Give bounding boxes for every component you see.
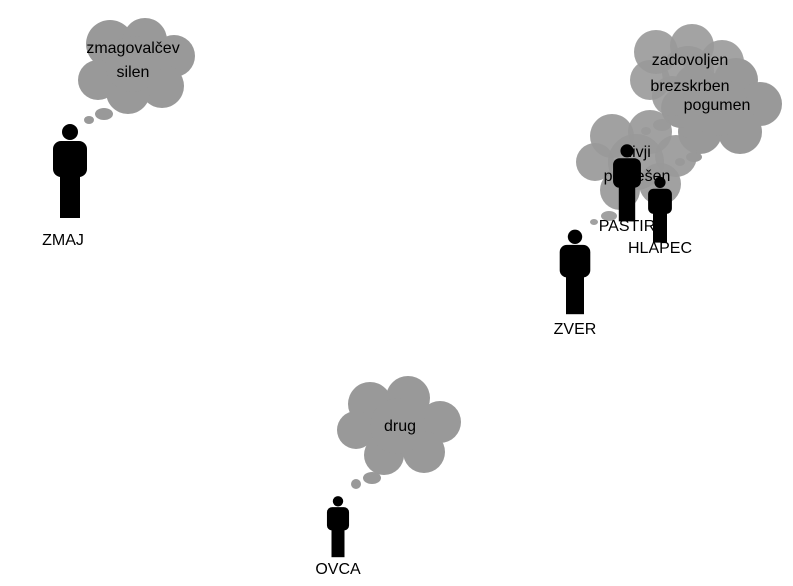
thought-cloud-ovca	[337, 376, 461, 489]
zmaj-figure-icon[interactable]	[53, 124, 87, 218]
thought-hlapec-1: zadovoljen	[652, 52, 729, 69]
thought-zmaj-2: silen	[117, 64, 150, 81]
thought-hlapec-2: brezskrben	[650, 78, 729, 95]
character-label-ovca: OVCA	[315, 561, 361, 578]
character-label-hlapec: HLAPEC	[628, 240, 692, 257]
character-label-pastir: PASTIR	[599, 218, 656, 235]
thought-ovca-1: drug	[384, 418, 416, 435]
ovca-figure-icon[interactable]	[326, 496, 350, 558]
zver-figure-icon[interactable]	[559, 229, 591, 315]
thought-hlapec-3: pogumen	[684, 97, 751, 114]
character-label-zmaj: ZMAJ	[42, 232, 84, 249]
character-label-zver: ZVER	[554, 321, 597, 338]
thought-cloud-hlapec-a	[630, 24, 744, 135]
thought-zmaj-1: zmagovalčev	[86, 40, 179, 57]
thought-cloud-zmaj	[78, 18, 195, 124]
